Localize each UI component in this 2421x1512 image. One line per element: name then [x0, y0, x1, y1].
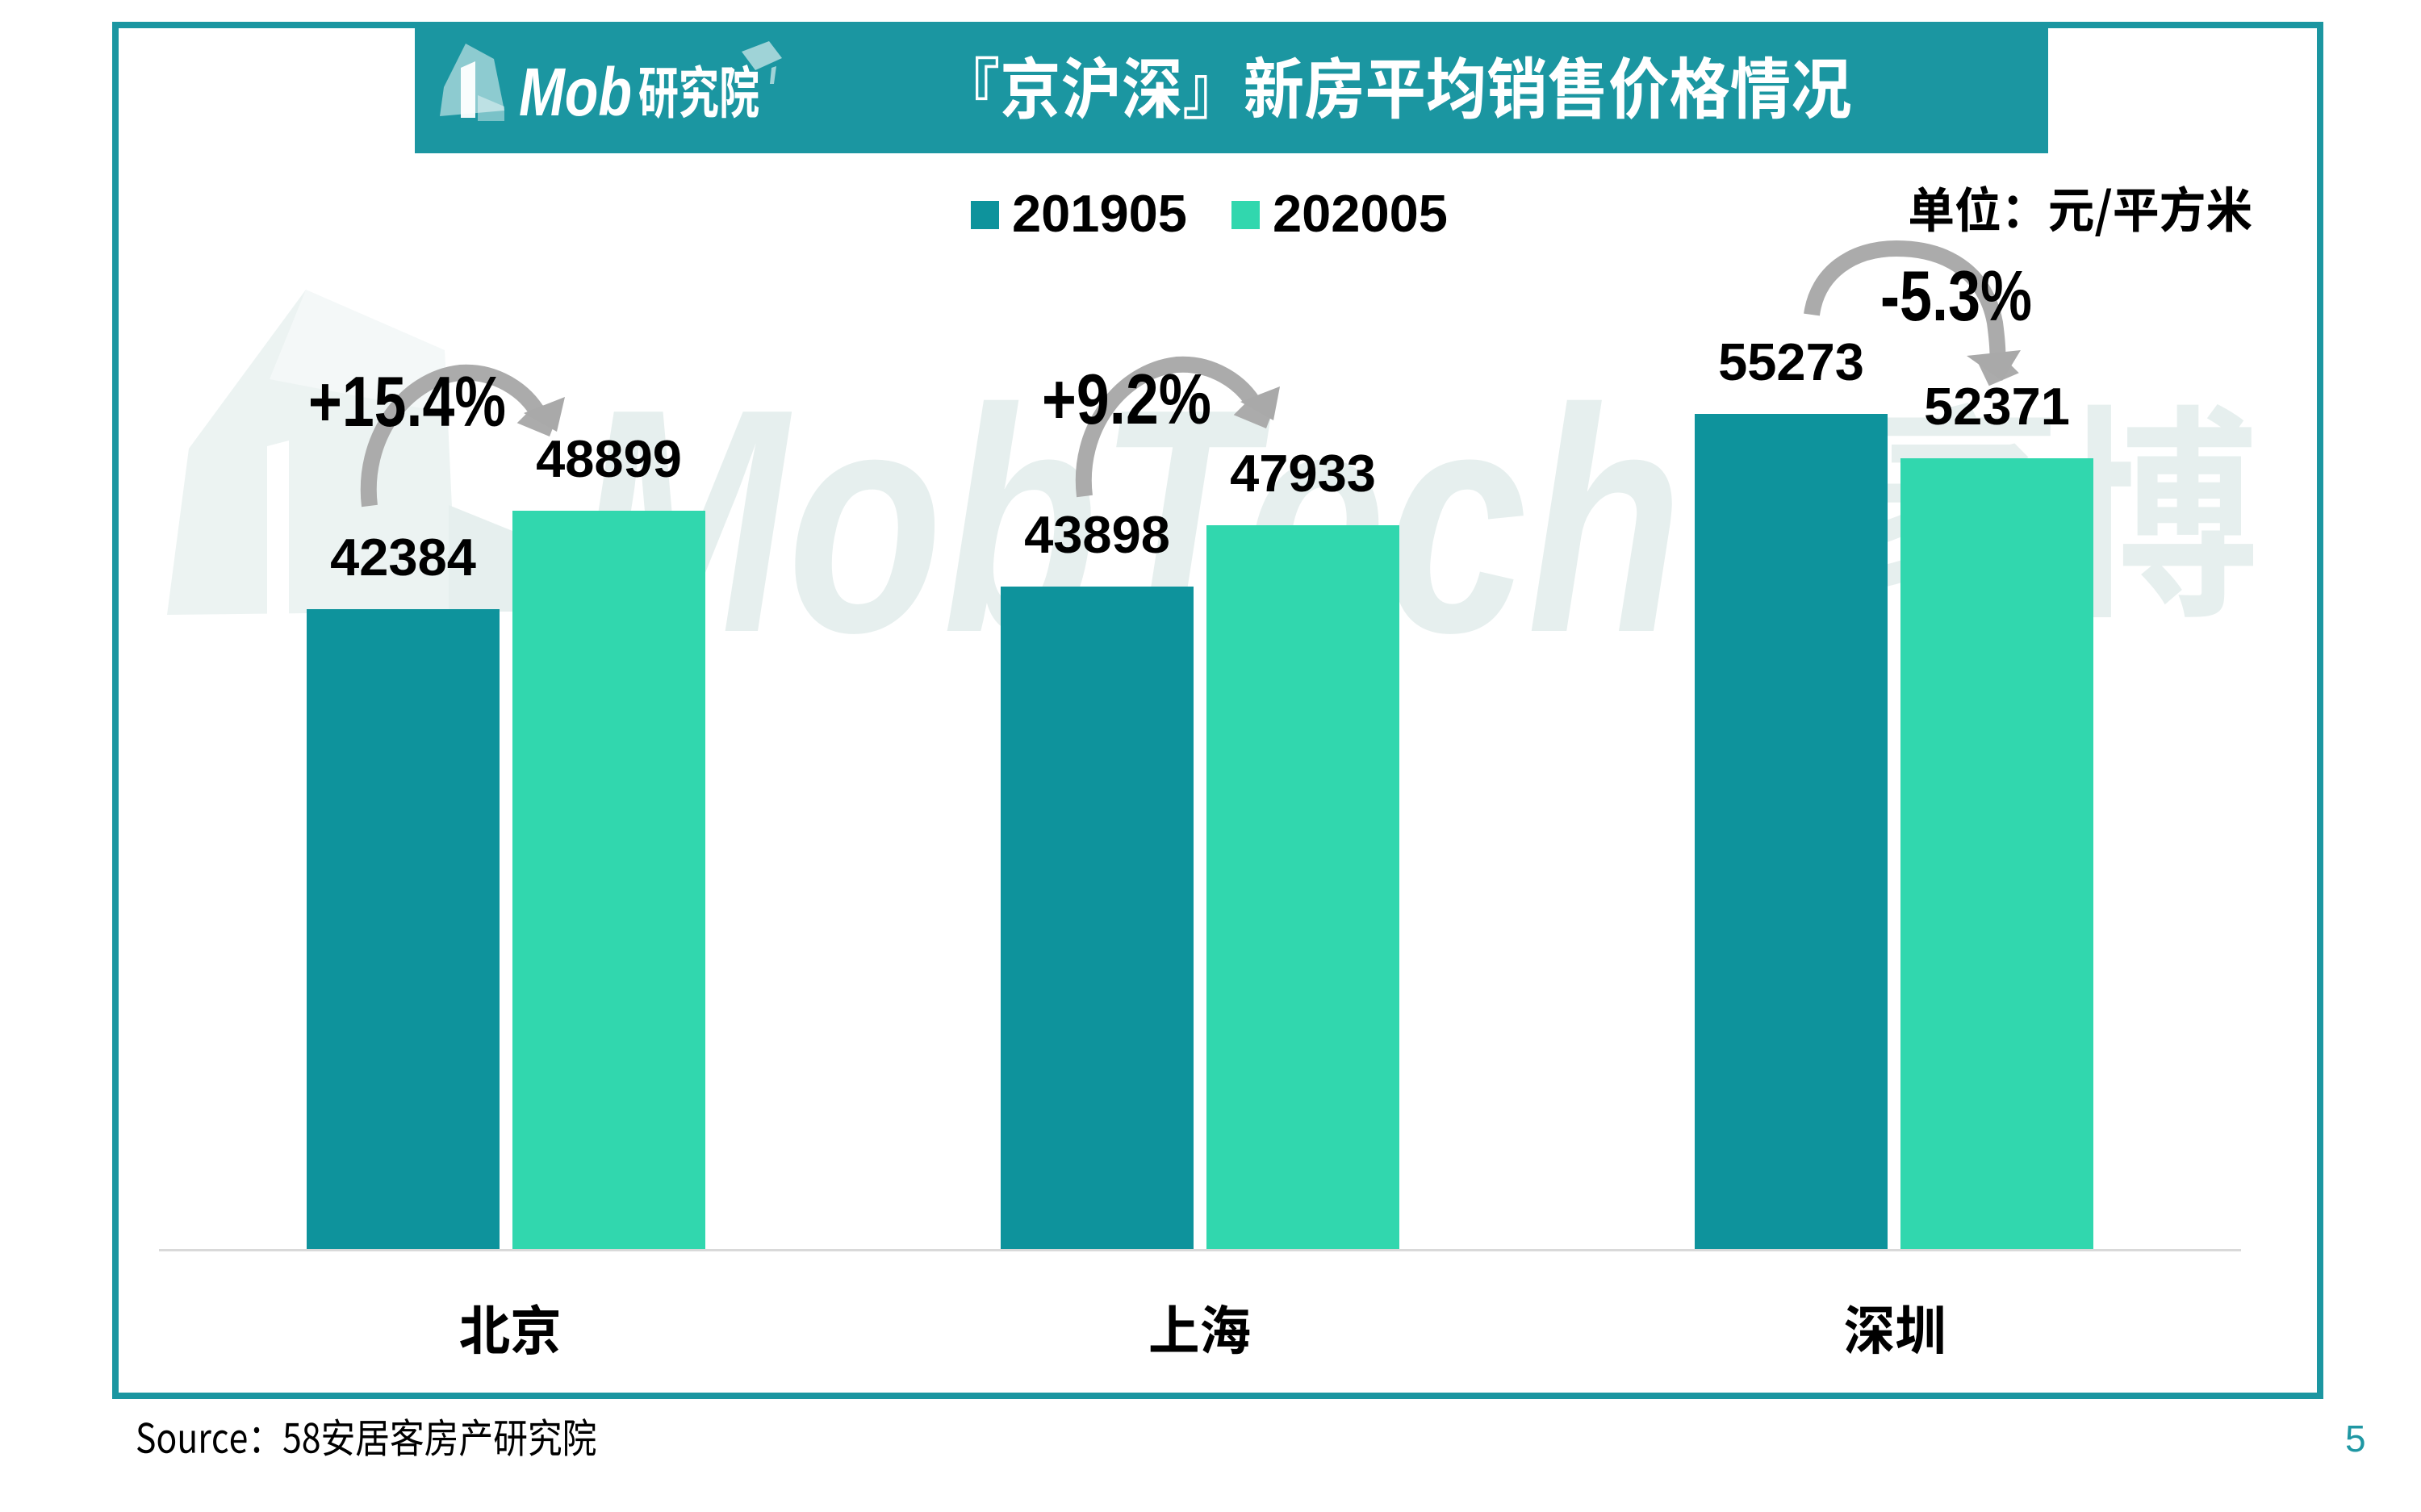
svg-text:+9.2%: +9.2%: [1042, 359, 1211, 439]
svg-text:5: 5: [2345, 1418, 2366, 1460]
svg-text:52371: 52371: [1924, 377, 2070, 436]
svg-text:48899: 48899: [536, 429, 682, 488]
svg-text:201905: 201905: [1012, 184, 1187, 243]
svg-text:202005: 202005: [1273, 184, 1448, 243]
svg-text:55273: 55273: [1718, 332, 1864, 391]
svg-text:43898: 43898: [1024, 505, 1170, 564]
svg-text:47933: 47933: [1230, 444, 1376, 503]
svg-text:-5.3%: -5.3%: [1880, 256, 2032, 336]
svg-text:+15.4%: +15.4%: [308, 361, 506, 441]
svg-text:42384: 42384: [330, 528, 476, 587]
svg-text:Mob: Mob: [519, 54, 632, 130]
